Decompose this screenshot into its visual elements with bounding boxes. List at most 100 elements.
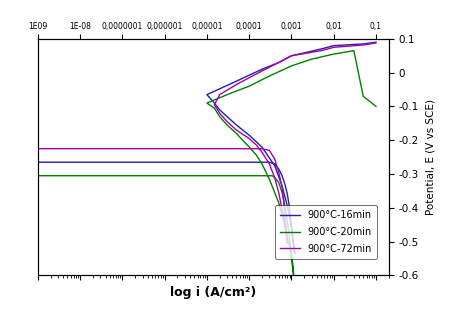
900°C-16min: [331, 44, 337, 48]
900°C-20min: [224, 93, 230, 97]
900°C-72min: [234, 83, 239, 87]
900°C-16min: [234, 160, 239, 164]
900°C-20min: [234, 174, 239, 178]
900°C-16min: [360, 42, 366, 46]
900°C-16min: [35, 160, 41, 164]
900°C-16min: [259, 67, 265, 71]
900°C-20min: [162, 174, 167, 178]
900°C-16min: [77, 160, 83, 164]
900°C-16min: [282, 182, 288, 186]
900°C-16min: [246, 160, 252, 164]
Line: 900°C-72min: 900°C-72min: [38, 43, 376, 243]
900°C-20min: [269, 174, 275, 178]
900°C-16min: [291, 240, 296, 244]
900°C-72min: [282, 213, 288, 216]
900°C-72min: [107, 147, 112, 151]
900°C-16min: [284, 192, 290, 196]
900°C-72min: [266, 148, 272, 152]
900°C-72min: [272, 157, 277, 161]
900°C-16min: [119, 160, 125, 164]
900°C-16min: [204, 93, 210, 97]
900°C-20min: [35, 174, 41, 178]
900°C-20min: [373, 105, 379, 109]
900°C-72min: [254, 144, 259, 147]
900°C-20min: [266, 174, 272, 178]
900°C-16min: [291, 240, 296, 244]
900°C-16min: [279, 184, 285, 188]
900°C-72min: [259, 150, 265, 154]
900°C-20min: [369, 101, 375, 105]
900°C-16min: [287, 206, 292, 210]
900°C-20min: [254, 154, 259, 157]
900°C-20min: [149, 174, 155, 178]
900°C-16min: [211, 101, 217, 105]
900°C-72min: [360, 43, 366, 47]
900°C-20min: [204, 101, 210, 105]
900°C-72min: [259, 69, 265, 73]
900°C-16min: [284, 204, 290, 208]
900°C-72min: [284, 241, 290, 245]
900°C-16min: [217, 108, 222, 112]
900°C-72min: [211, 103, 217, 107]
900°C-20min: [240, 138, 246, 142]
900°C-16min: [259, 160, 265, 164]
900°C-20min: [266, 74, 272, 78]
900°C-20min: [266, 177, 272, 181]
Line: 900°C-16min: 900°C-16min: [38, 42, 376, 253]
900°C-16min: [204, 160, 210, 164]
900°C-16min: [318, 47, 324, 51]
900°C-20min: [276, 180, 282, 184]
900°C-16min: [373, 40, 379, 44]
900°C-20min: [276, 201, 282, 205]
900°C-16min: [276, 167, 282, 171]
900°C-72min: [289, 54, 294, 58]
900°C-20min: [211, 106, 217, 110]
Legend: 900°C-16min, 900°C-20min, 900°C-72min: 900°C-16min, 900°C-20min, 900°C-72min: [275, 205, 377, 259]
900°C-72min: [246, 137, 252, 141]
900°C-72min: [281, 197, 286, 201]
900°C-20min: [191, 174, 197, 178]
900°C-20min: [287, 245, 292, 249]
900°C-72min: [284, 241, 290, 245]
900°C-72min: [217, 111, 222, 115]
900°C-20min: [224, 123, 230, 127]
900°C-72min: [282, 225, 288, 228]
900°C-20min: [234, 132, 239, 135]
900°C-20min: [351, 49, 357, 53]
900°C-20min: [246, 145, 252, 149]
900°C-20min: [279, 191, 285, 194]
900°C-16min: [289, 54, 294, 58]
900°C-20min: [77, 174, 83, 178]
900°C-20min: [291, 265, 296, 269]
900°C-20min: [282, 225, 288, 228]
900°C-16min: [276, 61, 282, 64]
900°C-16min: [234, 79, 239, 83]
900°C-20min: [284, 219, 290, 223]
900°C-72min: [234, 147, 239, 151]
900°C-72min: [276, 191, 282, 194]
900°C-20min: [309, 57, 314, 61]
900°C-72min: [272, 176, 277, 179]
900°C-72min: [204, 147, 210, 151]
900°C-72min: [149, 147, 155, 151]
900°C-16min: [289, 225, 294, 228]
900°C-72min: [246, 147, 252, 151]
900°C-16min: [224, 115, 230, 119]
900°C-16min: [259, 145, 265, 149]
900°C-72min: [191, 147, 197, 151]
900°C-16min: [292, 251, 298, 255]
900°C-20min: [360, 94, 366, 98]
900°C-16min: [64, 160, 70, 164]
900°C-20min: [291, 279, 297, 283]
900°C-16min: [246, 133, 252, 137]
900°C-72min: [276, 170, 282, 174]
900°C-72min: [279, 208, 285, 212]
900°C-16min: [289, 226, 294, 230]
900°C-72min: [276, 61, 282, 64]
900°C-72min: [77, 147, 83, 151]
900°C-16min: [292, 251, 298, 255]
900°C-16min: [107, 160, 112, 164]
900°C-20min: [259, 174, 265, 178]
900°C-72min: [217, 93, 222, 97]
Line: 900°C-20min: 900°C-20min: [38, 51, 376, 281]
